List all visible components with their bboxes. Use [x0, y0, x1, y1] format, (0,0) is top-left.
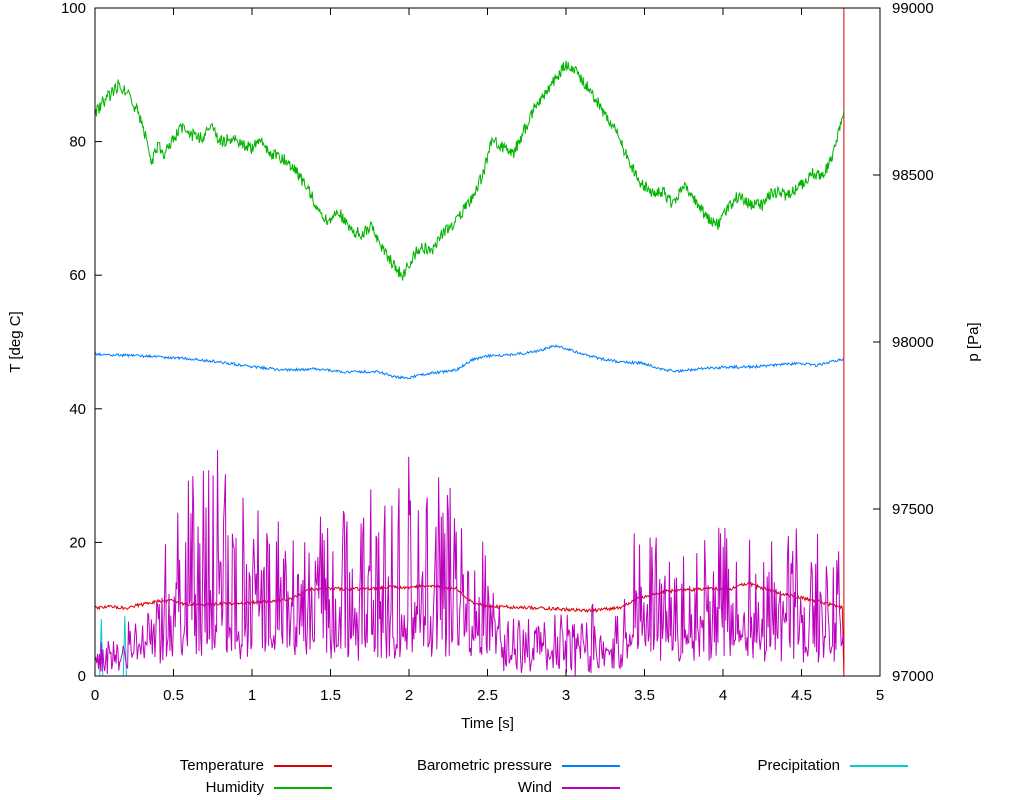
x-tick-label: 5	[876, 687, 884, 704]
x-tick-label: 4.5	[791, 687, 812, 704]
y-left-tick-label: 100	[61, 0, 86, 17]
x-tick-label: 2	[405, 687, 413, 704]
y-left-axis-label: T [deg C]	[7, 311, 24, 372]
x-tick-label: 0.5	[163, 687, 184, 704]
x-tick-label: 2.5	[477, 687, 498, 704]
legend-label: Barometric pressure	[416, 757, 552, 774]
x-tick-label: 4	[719, 687, 727, 704]
legend-line-sample	[850, 765, 908, 767]
series-wind	[94, 450, 845, 676]
legend-line-sample	[274, 787, 332, 789]
legend-label: Precipitation	[757, 757, 840, 774]
chart: 0 0.5 1 1.5 2 2.5 3 3.5 4 4.5 5 0 20 40 60 80 100 97000 97…	[7, 0, 982, 732]
legend-item-temperature: Temperature	[44, 755, 332, 777]
y-right-tick-label: 98500	[892, 167, 934, 184]
legend-line-sample	[562, 765, 620, 767]
y-right-tick-label: 99000	[892, 0, 934, 17]
y-left-tick-label: 60	[69, 267, 86, 284]
y-right-axis-label: p [Pa]	[965, 322, 982, 361]
y-left-tick-label: 0	[78, 668, 86, 685]
y-right-tick-label: 98000	[892, 334, 934, 351]
x-axis-label: Time [s]	[461, 715, 514, 732]
legend-label: Wind	[517, 779, 552, 796]
legend-line-sample	[562, 787, 620, 789]
legend-label: Humidity	[205, 779, 264, 796]
chart-legend: Temperature Humidity Barometric pressure Wi…	[44, 755, 1024, 799]
series-temperature	[94, 8, 845, 677]
y-left-tick-label: 40	[69, 401, 86, 418]
legend-item-precipitation: Precipitation	[620, 755, 908, 777]
x-tick-label: 1	[248, 687, 256, 704]
x-tick-label: 1.5	[320, 687, 341, 704]
series-humidity	[94, 60, 845, 281]
legend-item-humidity: Humidity	[44, 777, 332, 799]
x-tick-label: 3	[562, 687, 570, 704]
series-barometric-pressure	[94, 344, 845, 380]
y-right-tick-label: 97500	[892, 501, 934, 518]
y-left-tick-label: 20	[69, 534, 86, 551]
x-tick-label: 0	[91, 687, 99, 704]
y-left-tick-label: 80	[69, 134, 86, 151]
legend-item-barometric-pressure: Barometric pressure	[332, 755, 620, 777]
x-tick-label: 3.5	[634, 687, 655, 704]
legend-item-wind: Wind	[332, 777, 620, 799]
legend-label: Temperature	[179, 757, 264, 774]
legend-line-sample	[274, 765, 332, 767]
y-right-tick-label: 97000	[892, 668, 934, 685]
